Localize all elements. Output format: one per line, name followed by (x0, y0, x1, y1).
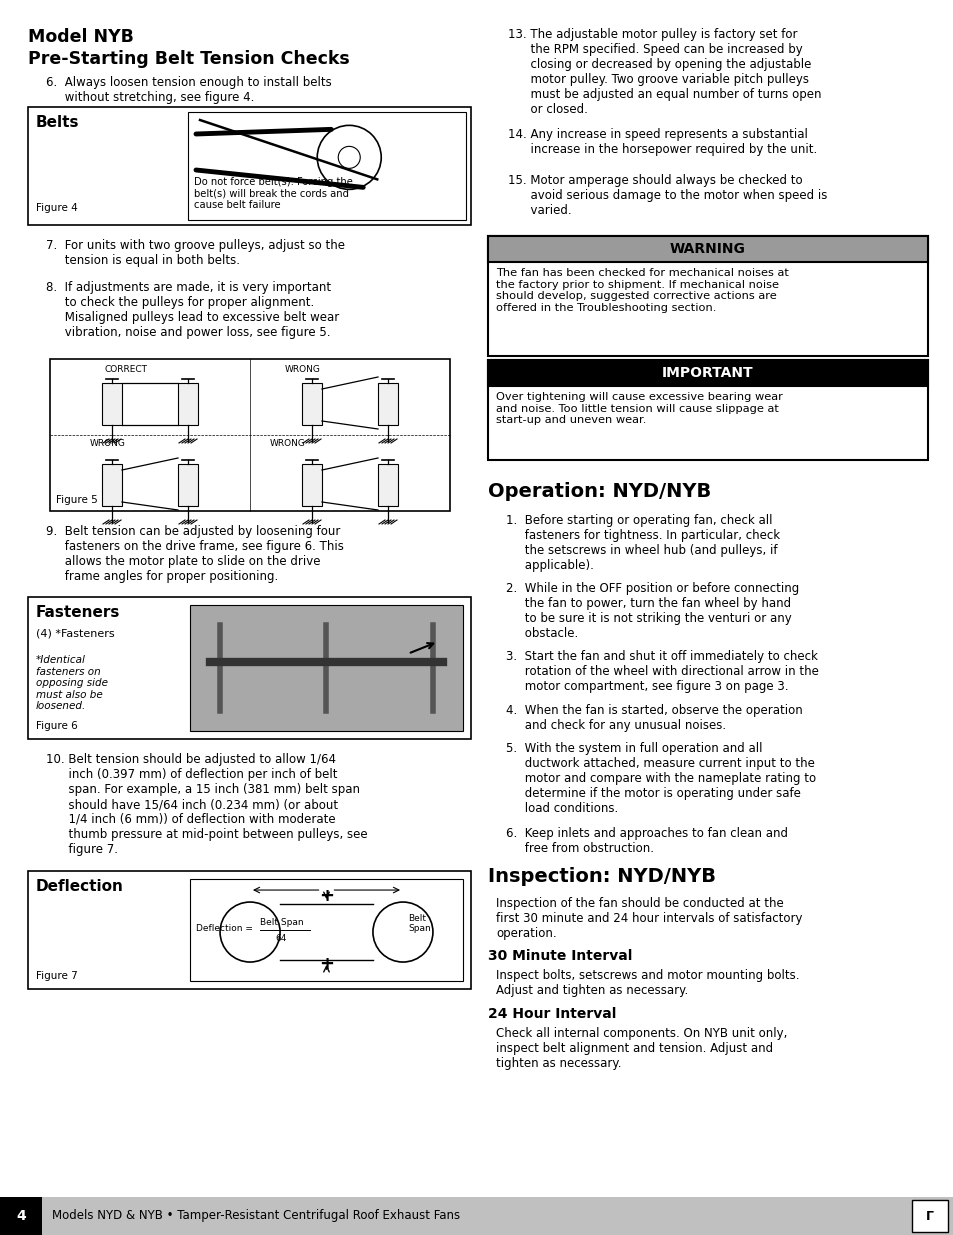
Text: Deflection =: Deflection = (195, 924, 255, 932)
Text: Pre-Starting Belt Tension Checks: Pre-Starting Belt Tension Checks (28, 49, 350, 68)
Bar (488, 236, 927, 262)
Text: *Identical
fasteners on
opposing side
must also be
loosened.: *Identical fasteners on opposing side mu… (36, 655, 108, 711)
Text: 64: 64 (274, 934, 286, 944)
Text: 10. Belt tension should be adjusted to allow 1/64
      inch (0.397 mm) of defle: 10. Belt tension should be adjusted to a… (46, 753, 367, 856)
Text: WARNING: WARNING (669, 242, 745, 256)
Text: 3.  Start the fan and shut it off immediately to check
     rotation of the whee: 3. Start the fan and shut it off immedia… (505, 650, 818, 693)
Text: Figure 7: Figure 7 (36, 971, 77, 981)
Text: Belt
Span: Belt Span (408, 914, 430, 934)
Text: WRONG: WRONG (285, 366, 320, 374)
Text: 15. Motor amperage should always be checked to
      avoid serious damage to the: 15. Motor amperage should always be chec… (507, 174, 826, 217)
Text: 4.  When the fan is started, observe the operation
     and check for any unusua: 4. When the fan is started, observe the … (505, 704, 801, 732)
Bar (190, 605, 462, 731)
Text: WRONG: WRONG (90, 438, 126, 448)
Bar (911, 1200, 947, 1233)
Bar (302, 464, 322, 506)
Bar (0, 1197, 953, 1235)
Bar (188, 112, 465, 220)
Text: Belts: Belts (36, 115, 79, 130)
Text: 14. Any increase in speed represents a substantial
      increase in the horsepo: 14. Any increase in speed represents a s… (507, 128, 817, 156)
Text: 24 Hour Interval: 24 Hour Interval (488, 1007, 616, 1021)
Text: Operation: NYD/NYB: Operation: NYD/NYB (488, 482, 711, 501)
Bar (377, 383, 397, 425)
Text: 7.  For units with two groove pulleys, adjust so the
     tension is equal in bo: 7. For units with two groove pulleys, ad… (46, 240, 345, 267)
Text: Figure 6: Figure 6 (36, 721, 77, 731)
Bar (178, 383, 198, 425)
Text: 5.  With the system in full operation and all
     ductwork attached, measure cu: 5. With the system in full operation and… (505, 742, 815, 815)
Bar (102, 383, 122, 425)
Bar (302, 383, 322, 425)
Text: 4: 4 (16, 1209, 26, 1223)
Text: Inspection: NYD/NYB: Inspection: NYD/NYB (488, 867, 716, 885)
Text: IMPORTANT: IMPORTANT (661, 366, 753, 380)
Bar (102, 464, 122, 506)
Text: Inspect bolts, setscrews and motor mounting bolts.
Adjust and tighten as necessa: Inspect bolts, setscrews and motor mount… (496, 969, 799, 997)
Text: 2.  While in the OFF position or before connecting
     the fan to power, turn t: 2. While in the OFF position or before c… (505, 582, 799, 640)
Text: WRONG: WRONG (270, 438, 306, 448)
Text: Do not force belt(s). Forcing the
belt(s) will break the cords and
cause belt fa: Do not force belt(s). Forcing the belt(s… (193, 177, 353, 210)
Text: (4) *Fasteners: (4) *Fasteners (36, 629, 114, 638)
Bar (178, 464, 198, 506)
Text: 9.  Belt tension can be adjusted by loosening four
     fasteners on the drive f: 9. Belt tension can be adjusted by loose… (46, 525, 343, 583)
Bar (488, 236, 927, 356)
Text: Over tightening will cause excessive bearing wear
and noise. Too little tension : Over tightening will cause excessive bea… (496, 391, 782, 425)
Bar (28, 871, 471, 989)
Bar (190, 879, 462, 981)
Text: +: + (318, 887, 334, 905)
Text: Models NYD & NYB • Tamper-Resistant Centrifugal Roof Exhaust Fans: Models NYD & NYB • Tamper-Resistant Cent… (52, 1209, 459, 1223)
Text: +: + (318, 955, 334, 973)
Text: 8.  If adjustments are made, it is very important
     to check the pulleys for : 8. If adjustments are made, it is very i… (46, 282, 339, 338)
Text: 1.  Before starting or operating fan, check all
     fasteners for tightness. In: 1. Before starting or operating fan, che… (505, 514, 780, 572)
Text: Model NYB: Model NYB (28, 28, 133, 46)
Text: 6.  Always loosen tension enough to install belts
     without stretching, see f: 6. Always loosen tension enough to insta… (46, 77, 332, 104)
Text: Fasteners: Fasteners (36, 605, 120, 620)
Bar (28, 597, 471, 739)
Text: Inspection of the fan should be conducted at the
first 30 minute and 24 hour int: Inspection of the fan should be conducte… (496, 897, 801, 940)
Text: 13. The adjustable motor pulley is factory set for
      the RPM specified. Spee: 13. The adjustable motor pulley is facto… (507, 28, 821, 116)
Text: Figure 4: Figure 4 (36, 203, 77, 212)
Bar (488, 359, 927, 387)
Text: Γ: Γ (925, 1209, 933, 1223)
Bar (28, 107, 471, 225)
Bar (0, 1197, 42, 1235)
Text: The fan has been checked for mechanical noises at
the factory prior to shipment.: The fan has been checked for mechanical … (496, 268, 788, 312)
Bar (377, 464, 397, 506)
Text: 6.  Keep inlets and approaches to fan clean and
     free from obstruction.: 6. Keep inlets and approaches to fan cle… (505, 827, 787, 855)
Bar (488, 359, 927, 459)
Text: CORRECT: CORRECT (105, 366, 148, 374)
Text: 30 Minute Interval: 30 Minute Interval (488, 948, 632, 963)
Bar (50, 359, 450, 511)
Text: Belt Span: Belt Span (260, 918, 303, 927)
Text: Check all internal components. On NYB unit only,
inspect belt alignment and tens: Check all internal components. On NYB un… (496, 1028, 786, 1070)
Text: Deflection: Deflection (36, 879, 124, 894)
Text: Figure 5: Figure 5 (56, 495, 97, 505)
